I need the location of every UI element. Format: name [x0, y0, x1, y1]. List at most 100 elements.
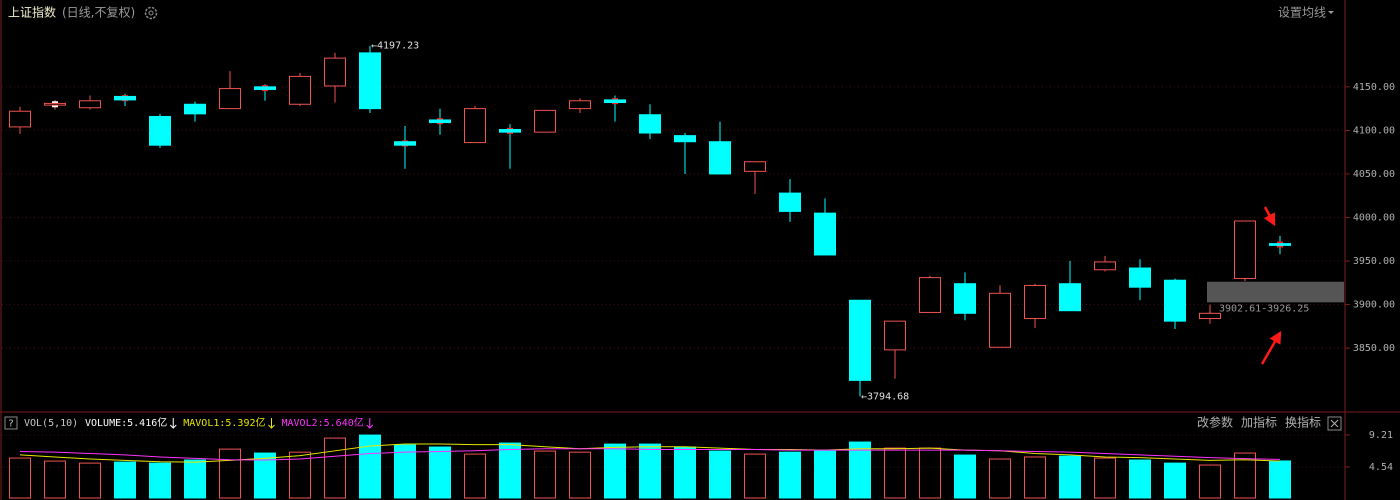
settings-icon[interactable]: [144, 6, 158, 20]
candle-body: [779, 192, 801, 212]
candle-body: [359, 52, 381, 110]
volume-bar: [954, 454, 976, 499]
volume-bar: [9, 457, 31, 499]
candle-body: [1129, 267, 1151, 288]
candle-body: [849, 299, 871, 381]
volume-bar: [744, 453, 766, 499]
y-tick-label: 4150.00: [1353, 82, 1395, 93]
legend-arrow: [366, 418, 374, 429]
candle-body: [149, 115, 171, 146]
volume-bar: [1129, 459, 1151, 499]
y-tick-label: 4100.00: [1353, 125, 1395, 136]
y-tick-label: 4.54: [1369, 462, 1393, 473]
y-tick-label: 9.21: [1369, 430, 1393, 441]
volume-bar: [219, 448, 241, 499]
candle-body: [79, 100, 101, 109]
volume-bar: [254, 452, 276, 499]
candle-body: [884, 320, 906, 351]
candle-body: [429, 119, 451, 124]
gear-hub: [148, 10, 154, 16]
volume-bar: [79, 462, 101, 499]
indicator-button[interactable]: 换指标: [1285, 415, 1321, 430]
dropdown-caret[interactable]: [1328, 11, 1334, 14]
candle-body: [639, 114, 661, 134]
candle-body: [1269, 243, 1291, 246]
candle-body: [219, 88, 241, 110]
legend-entry: VOLUME:5.416亿: [85, 416, 167, 429]
volume-bar: [149, 462, 171, 499]
volume-bar: [639, 443, 661, 499]
legend-arrow: [268, 418, 275, 429]
volume-bar: [44, 460, 66, 499]
volume-bar: [184, 459, 206, 499]
volume-bar: [534, 450, 556, 499]
annotation-arrow: [1260, 330, 1282, 365]
candle-body: [114, 95, 136, 101]
indicator-button[interactable]: 加指标: [1241, 415, 1277, 430]
volume-bar: [429, 446, 451, 499]
help-icon[interactable]: ?: [8, 419, 13, 430]
candle-body: [744, 161, 766, 172]
volume-bar: [499, 442, 521, 499]
candle-body: [394, 141, 416, 146]
candle-body: [1199, 312, 1221, 320]
candle-body: [954, 283, 976, 314]
moving-average-line: [19, 443, 1281, 463]
price-range-box: [1207, 281, 1344, 303]
volume-bar: [779, 451, 801, 499]
y-tick-label: 3850.00: [1353, 343, 1395, 354]
volume-bar: [849, 441, 871, 499]
high-label: ←4197.23: [371, 41, 419, 52]
candle-body: [464, 108, 486, 144]
volume-bar: [324, 437, 346, 499]
volume-bar: [814, 450, 836, 499]
close-cross: [1330, 419, 1339, 428]
y-tick-label: 4050.00: [1353, 169, 1395, 180]
volume-bar: [1059, 455, 1081, 499]
indicator-button[interactable]: 改参数: [1197, 415, 1233, 430]
candle-body: [569, 100, 591, 110]
volume-bar: [604, 443, 626, 499]
volume-bar: [1269, 460, 1291, 499]
volume-bar: [394, 444, 416, 499]
candle-body: [289, 75, 311, 105]
price-range-label: 3902.61-3926.25: [1219, 303, 1309, 314]
volume-bar: [884, 447, 906, 499]
volume-bar: [359, 434, 381, 499]
volume-bar: [709, 450, 731, 499]
volume-bar: [114, 461, 136, 499]
low-label: ←3794.68: [861, 391, 909, 402]
volume-bar: [289, 451, 311, 499]
candle-body: [9, 110, 31, 128]
volume-bar: [674, 446, 696, 499]
y-tick-label: 3950.00: [1353, 256, 1395, 267]
candle-body: [709, 141, 731, 175]
candle-body: [1234, 220, 1256, 279]
help-box[interactable]: [4, 416, 18, 430]
close-button[interactable]: [1327, 416, 1342, 431]
candle-body: [324, 57, 346, 87]
volume-title: VOL(5,10): [24, 418, 78, 429]
gear: [144, 6, 158, 20]
candle-body: [1024, 284, 1046, 320]
close-box: [1327, 416, 1342, 431]
volume-bar: [569, 451, 591, 499]
candle-body: [44, 102, 66, 106]
settings-button[interactable]: 设置均线: [1278, 6, 1326, 20]
y-tick-label: 3900.00: [1353, 300, 1395, 311]
legend-entry: MAVOL2:5.640亿: [282, 416, 364, 429]
candle-body: [534, 109, 556, 133]
volume-bar: [1164, 462, 1186, 499]
candle-body: [989, 292, 1011, 348]
candle-body: [604, 99, 626, 104]
candle-body: [919, 277, 941, 313]
volume-bar: [989, 458, 1011, 499]
annotation-arrow: [1263, 206, 1276, 227]
candle-body: [254, 86, 276, 90]
volume-bar: [1024, 456, 1046, 499]
candle-body: [1164, 279, 1186, 322]
candle-body: [814, 212, 836, 256]
candle-body: [1059, 283, 1081, 312]
